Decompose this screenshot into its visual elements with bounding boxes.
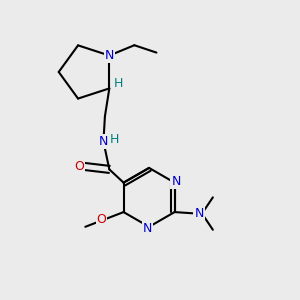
Text: O: O <box>97 213 106 226</box>
Text: O: O <box>74 160 84 173</box>
Text: N: N <box>99 135 108 148</box>
Text: N: N <box>171 175 181 188</box>
Text: N: N <box>105 49 114 62</box>
Text: N: N <box>194 207 204 220</box>
Text: H: H <box>113 77 123 91</box>
Text: N: N <box>143 222 152 235</box>
Text: H: H <box>110 133 119 146</box>
